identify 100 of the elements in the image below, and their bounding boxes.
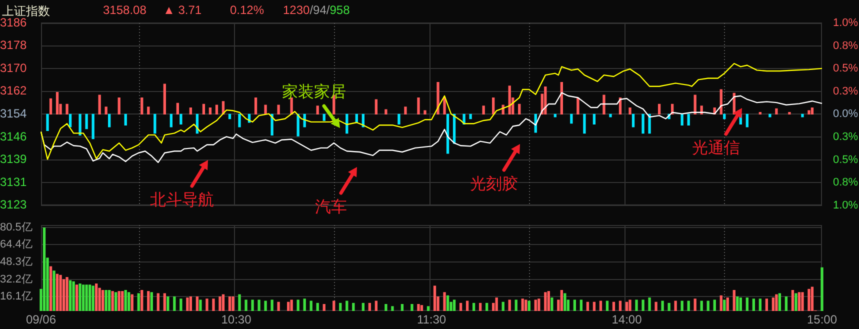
bar [322, 114, 326, 121]
bar [92, 114, 94, 140]
bar [316, 106, 319, 115]
bar [104, 106, 108, 115]
y2-tick-label: 0.5% [833, 154, 858, 166]
y2-tick-label: 0.8% [833, 176, 858, 189]
chart-title: 上证指数 [2, 3, 50, 18]
bar [628, 107, 632, 115]
bar [264, 104, 267, 115]
bar [443, 97, 446, 115]
bar [108, 114, 111, 128]
y2-tick-label: 1.0% [833, 17, 858, 30]
y-tick-label: 3162 [0, 84, 28, 98]
bar [180, 114, 182, 125]
x-tick-label: 15:00 [806, 312, 838, 327]
bar [85, 114, 88, 130]
bar [609, 114, 612, 118]
bar [508, 86, 511, 115]
bar [384, 109, 388, 115]
bar [788, 112, 791, 115]
bar [254, 97, 258, 115]
bar [554, 114, 556, 118]
text: ▲ 3.71 [163, 3, 202, 17]
y-tick-label: 48.3亿 [0, 256, 32, 268]
bar [658, 104, 661, 115]
bar [170, 114, 172, 128]
bar [758, 112, 762, 115]
bar [775, 108, 778, 115]
bar [398, 114, 400, 125]
y-tick-label: 3123 [0, 198, 28, 212]
y2-tick-label: 0.3% [833, 131, 858, 144]
bar [469, 114, 472, 120]
y-tick-label: 16.1亿 [0, 290, 32, 303]
bar [632, 114, 635, 128]
bar [642, 114, 644, 134]
bar [124, 114, 127, 126]
y-tick-label: 3154 [0, 106, 28, 121]
y-tick-label: 32.2亿 [0, 273, 32, 286]
text: 0.12% [230, 3, 264, 17]
bar [154, 114, 156, 134]
bar [176, 102, 180, 115]
x-tick-label: 09/06 [26, 312, 56, 327]
bar [808, 110, 810, 115]
bar [768, 114, 772, 118]
bar [680, 114, 684, 126]
x-tick-label: 11:30 [416, 312, 446, 327]
bar [68, 114, 72, 128]
bar [592, 114, 596, 125]
bar [277, 104, 280, 115]
annotation: 家装家居 [282, 82, 346, 103]
bar [810, 107, 814, 115]
bar [98, 94, 101, 115]
bar [140, 97, 144, 115]
y-tick-label: 3170 [0, 60, 28, 75]
bar [518, 104, 521, 115]
bar [56, 92, 59, 115]
bar [687, 114, 690, 126]
bar [46, 114, 49, 131]
bar [118, 97, 120, 115]
y-tick-label: 3146 [0, 129, 28, 144]
y-tick-label: 3186 [0, 15, 28, 30]
bar [147, 106, 150, 115]
bar [482, 106, 485, 115]
annotation: 光刻胶 [470, 174, 518, 195]
y2-tick-label: 0.3% [833, 85, 858, 98]
bar [648, 114, 651, 134]
y-tick-label: 80.5亿 [0, 221, 32, 234]
bar [720, 89, 722, 115]
annotation: 光通信 [692, 138, 740, 159]
bar [602, 94, 606, 115]
bar [436, 82, 440, 115]
bar [576, 97, 580, 115]
annotation: 北斗导航 [150, 190, 214, 211]
bar [189, 107, 192, 115]
bar [417, 97, 420, 115]
y-tick-label: 64.4亿 [0, 238, 32, 251]
bar [374, 99, 378, 115]
y-tick-label: 3131 [0, 174, 28, 189]
text: 3158.08 [103, 3, 146, 17]
bar [208, 107, 212, 115]
y-tick-label: 3139 [0, 152, 28, 166]
bar [296, 114, 300, 136]
bar [801, 114, 804, 118]
annotation: 汽车 [315, 198, 347, 218]
bar [492, 97, 495, 115]
y2-tick-label: 0.5% [833, 62, 858, 75]
y2-tick-label: 1.0% [833, 199, 858, 212]
bar [49, 98, 52, 115]
x-tick-label: 14:00 [612, 312, 642, 327]
bar [163, 84, 166, 115]
bar [202, 104, 206, 115]
bar [583, 114, 586, 134]
bar [270, 114, 274, 136]
x-tick-label: 10:30 [221, 312, 252, 327]
bar [238, 114, 241, 128]
bar [424, 110, 426, 115]
bar [694, 94, 696, 115]
y2-tick-label: 0.8% [833, 40, 858, 52]
text: 1230/94/958 [283, 3, 350, 17]
bar [215, 104, 218, 115]
